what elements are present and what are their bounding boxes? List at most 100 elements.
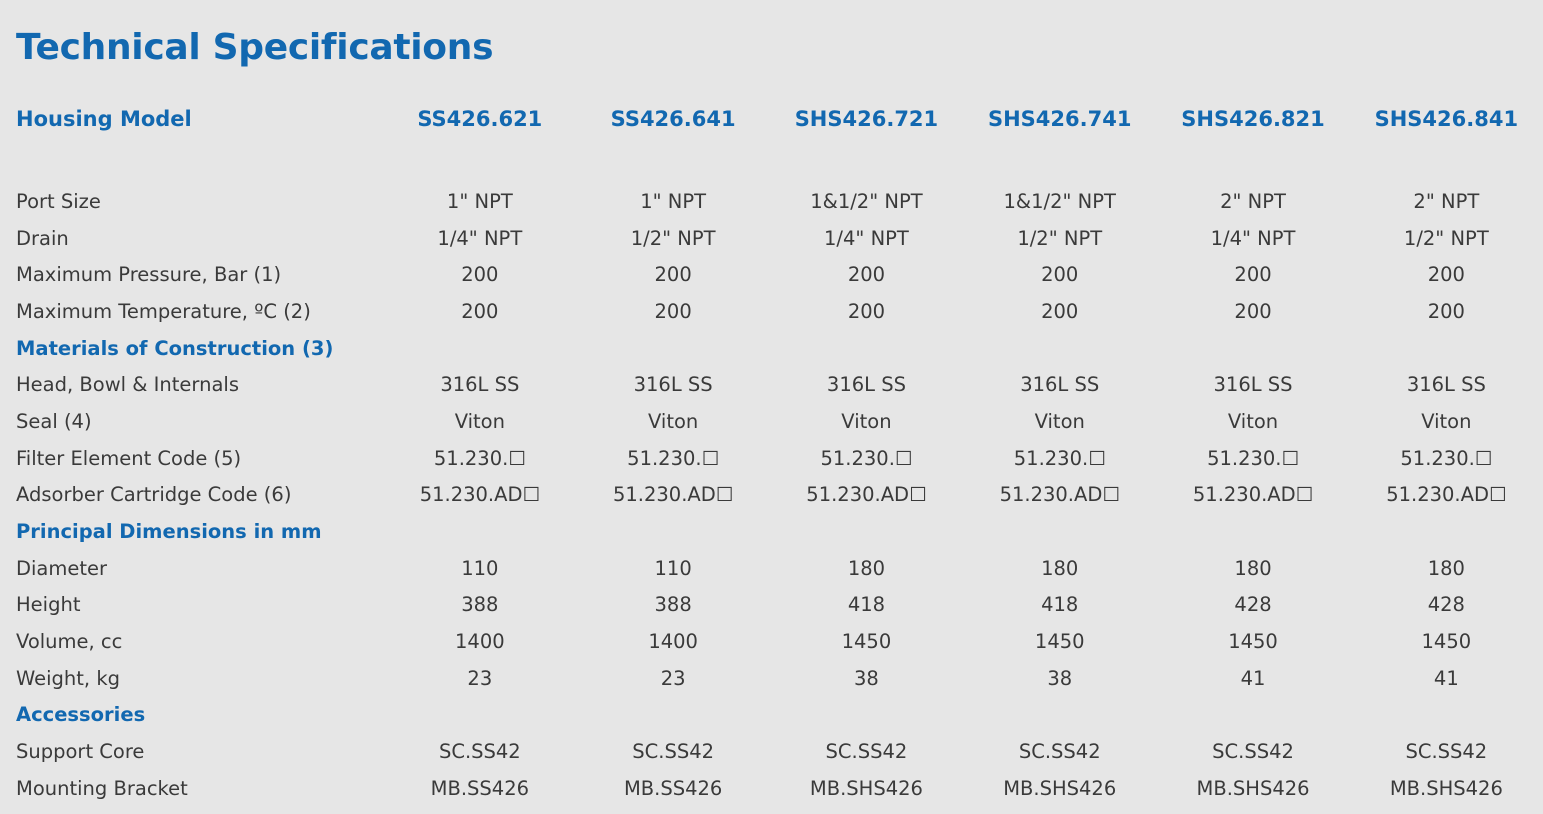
table-cell: 428 bbox=[1427, 593, 1465, 617]
specifications-table: Housing Model SS426.621 SS426.641 SHS426… bbox=[0, 100, 1543, 807]
table-cell: 23 bbox=[660, 666, 686, 690]
model-heading: SHS426.841 bbox=[1374, 107, 1519, 131]
section-heading-row: Materials of Construction (3) bbox=[0, 330, 1543, 367]
table-cell: 51.230.AD☐ bbox=[806, 483, 927, 507]
table-row: Seal (4) Viton Viton Viton Viton Viton Viton bbox=[0, 403, 1543, 440]
table-cell: SC.SS42 bbox=[1212, 740, 1294, 764]
table-cell: 2" NPT bbox=[1220, 189, 1286, 213]
table-cell: 200 bbox=[1427, 299, 1465, 323]
table-cell: 51.230.☐ bbox=[820, 446, 913, 470]
table-cell: 388 bbox=[654, 593, 692, 617]
row-label: Port Size bbox=[16, 189, 101, 213]
section-heading: Materials of Construction (3) bbox=[16, 336, 334, 360]
table-cell: SC.SS42 bbox=[438, 740, 521, 764]
table-cell: MB.SHS426 bbox=[1389, 776, 1503, 800]
table-cell: 316L SS bbox=[440, 373, 520, 397]
table-row: Mounting Bracket MB.SS426 MB.SS426 MB.SHS42… bbox=[0, 770, 1543, 807]
table-cell: 51.230.☐ bbox=[627, 446, 720, 470]
table-cell: 51.230.☐ bbox=[1400, 446, 1493, 470]
table-cell: MB.SHS426 bbox=[809, 776, 923, 800]
table-cell: 418 bbox=[1041, 593, 1079, 617]
row-label: Adsorber Cartridge Code (6) bbox=[16, 483, 292, 507]
table-cell: 200 bbox=[1234, 299, 1272, 323]
table-cell: 180 bbox=[847, 556, 886, 580]
row-label: Diameter bbox=[16, 556, 108, 580]
table-cell: 51.230.AD☐ bbox=[1192, 483, 1314, 507]
table-cell: 1450 bbox=[1034, 630, 1085, 654]
table-cell: MB.SHS426 bbox=[1003, 776, 1117, 800]
table-cell: MB.SHS426 bbox=[1196, 776, 1310, 800]
table-cell: 51.230.☐ bbox=[1207, 446, 1299, 470]
table-cell: 388 bbox=[461, 593, 499, 617]
table-cell: Viton bbox=[1227, 409, 1279, 433]
table-cell: 180 bbox=[1041, 556, 1079, 580]
table-row: Volume, cc 1400 1400 1450 1450 1450 1450 bbox=[0, 623, 1543, 660]
row-label: Drain bbox=[16, 226, 69, 250]
table-cell: 38 bbox=[854, 666, 879, 690]
row-label: Mounting Bracket bbox=[16, 776, 188, 800]
table-row: Head, Bowl & Internals 316L SS 316L SS 316L… bbox=[0, 366, 1543, 403]
table-cell: 200 bbox=[1041, 263, 1079, 287]
table-cell: 23 bbox=[467, 666, 493, 690]
table-cell: 38 bbox=[1047, 666, 1073, 690]
table-cell: 1/2" NPT bbox=[630, 226, 716, 250]
table-cell: 200 bbox=[1041, 299, 1079, 323]
table-cell: 51.230.AD☐ bbox=[1386, 483, 1507, 507]
row-label: Height bbox=[16, 593, 81, 617]
header-spacer bbox=[0, 138, 1543, 183]
section-heading-row: Principal Dimensions in mm bbox=[0, 513, 1543, 550]
table-row: Maximum Temperature, ºC (2) 200 200 200 200 2… bbox=[0, 293, 1543, 330]
table-cell: 200 bbox=[847, 299, 886, 323]
table-cell: 200 bbox=[1234, 263, 1272, 287]
table-cell: 1400 bbox=[455, 630, 505, 654]
table-header-row: Housing Model SS426.621 SS426.641 SHS426… bbox=[0, 100, 1543, 138]
table-cell: 316L SS bbox=[1020, 373, 1100, 397]
table-cell: 1/2" NPT bbox=[1017, 226, 1103, 250]
section-heading-row: Accessories bbox=[0, 697, 1543, 734]
table-cell: 1" NPT bbox=[640, 189, 707, 213]
model-heading: SS426.641 bbox=[610, 107, 736, 131]
table-cell: 1&1/2" NPT bbox=[1003, 189, 1116, 213]
table-cell: SC.SS42 bbox=[1405, 740, 1488, 764]
table-cell: 41 bbox=[1240, 666, 1266, 690]
table-row: Drain 1/4" NPT 1/2" NPT 1/4" NPT 1/2" NPT 1/4… bbox=[0, 220, 1543, 257]
table-cell: SC.SS42 bbox=[1018, 740, 1101, 764]
model-heading: SHS426.741 bbox=[987, 107, 1132, 131]
table-cell: 2" NPT bbox=[1413, 189, 1480, 213]
table-cell: Viton bbox=[1421, 409, 1472, 433]
table-row: Filter Element Code (5) 51.230.☐ 51.230.☐ 5… bbox=[0, 440, 1543, 477]
table-cell: 1/2" NPT bbox=[1403, 226, 1489, 250]
table-cell: 316L SS bbox=[826, 373, 906, 397]
model-heading: SS426.621 bbox=[417, 107, 543, 131]
table-cell: 316L SS bbox=[633, 373, 713, 397]
table-cell: 418 bbox=[847, 593, 886, 617]
table-cell: 200 bbox=[654, 263, 692, 287]
table-cell: Viton bbox=[454, 409, 505, 433]
table-cell: MB.SS426 bbox=[623, 776, 723, 800]
specifications-body: Port Size 1" NPT 1" NPT 1&1/2" NPT 1&1/2" NP… bbox=[0, 183, 1543, 807]
model-heading: SHS426.821 bbox=[1181, 107, 1325, 131]
table-row: Support Core SC.SS42 SC.SS42 SC.SS42 SC.SS42… bbox=[0, 733, 1543, 770]
table-cell: Viton bbox=[841, 409, 892, 433]
table-cell: 41 bbox=[1433, 666, 1459, 690]
table-cell: 1450 bbox=[1421, 630, 1472, 654]
table-cell: 1" NPT bbox=[446, 189, 513, 213]
table-cell: 51.230.☐ bbox=[1013, 446, 1106, 470]
table-cell: 200 bbox=[1427, 263, 1465, 287]
row-label: Weight, kg bbox=[16, 666, 121, 690]
table-cell: SC.SS42 bbox=[825, 740, 908, 764]
table-cell: Viton bbox=[1034, 409, 1085, 433]
spacer-cell bbox=[0, 138, 1543, 183]
table-cell: 51.230.AD☐ bbox=[419, 483, 540, 507]
table-row: Height 388 388 418 418 428 428 bbox=[0, 587, 1543, 624]
table-cell: 51.230.☐ bbox=[433, 446, 526, 470]
table-cell: MB.SS426 bbox=[430, 776, 530, 800]
section-heading: Principal Dimensions in mm bbox=[16, 520, 322, 544]
table-cell: 1/4" NPT bbox=[824, 226, 909, 250]
table-cell: 180 bbox=[1234, 556, 1272, 580]
table-cell: 1450 bbox=[841, 630, 892, 654]
table-cell: 51.230.AD☐ bbox=[999, 483, 1120, 507]
row-label: Volume, cc bbox=[16, 630, 123, 654]
table-cell: SC.SS42 bbox=[632, 740, 715, 764]
table-cell: 200 bbox=[461, 299, 499, 323]
